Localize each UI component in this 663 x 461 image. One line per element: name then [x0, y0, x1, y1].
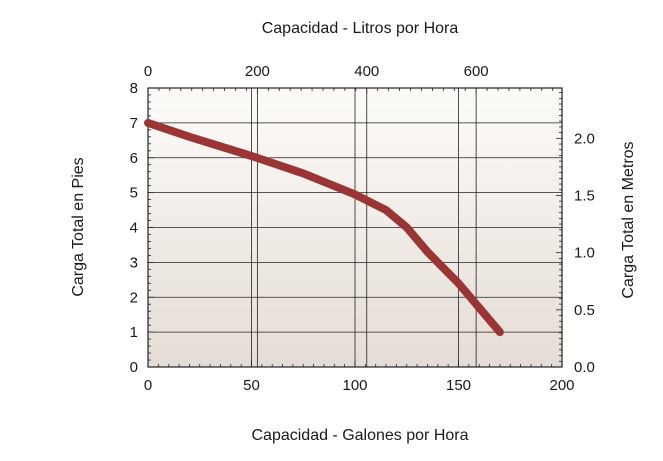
x-bottom-axis-label: Capacidad - Galones por Hora — [251, 427, 468, 444]
y-left-tick-label: 0 — [130, 359, 138, 376]
x-top-tick-label: 600 — [464, 63, 489, 80]
y-left-tick-label: 5 — [130, 185, 138, 202]
x-top-tick-label: 0 — [144, 63, 152, 80]
y-left-tick-label: 8 — [130, 80, 138, 97]
x-bottom-tick-label: 50 — [243, 377, 260, 394]
x-bottom-tick-label: 0 — [144, 377, 152, 394]
x-top-tick-label: 400 — [354, 63, 379, 80]
y-left-tick-label: 1 — [130, 324, 138, 341]
y-left-tick-label: 7 — [130, 115, 138, 132]
y-left-tick-label: 2 — [130, 289, 138, 306]
series — [144, 118, 504, 337]
y-right-tick-label: 0.5 — [574, 302, 595, 319]
x-bottom-tick-label: 100 — [342, 377, 367, 394]
x-bottom-tick-label: 150 — [446, 377, 471, 394]
plot-frame — [147, 87, 563, 368]
x-top-tick-label: 200 — [245, 63, 270, 80]
y-left-tick-label: 4 — [130, 220, 138, 237]
y-left-axis-label: Carga Total en Pies — [70, 157, 87, 296]
y-right-tick-label: 2.0 — [574, 130, 595, 147]
y-left-tick-label: 6 — [130, 150, 138, 167]
x-top-axis-label: Capacidad - Litros por Hora — [262, 20, 459, 37]
y-right-tick-label: 1.0 — [574, 245, 595, 262]
tick-labels: 0 1 2 3 4 5 6 7 8 0.0 0.5 1.0 1.5 2.0 0 50 100 150 200 0 200… — [130, 63, 595, 394]
y-left-tick-label: 3 — [130, 254, 138, 271]
y-right-tick-label: 1.5 — [574, 187, 595, 204]
y-right-tick-label: 0.0 — [574, 359, 595, 376]
y-right-axis-label: Carga Total en Metros — [620, 141, 637, 298]
performance-curve-line — [144, 118, 504, 337]
x-bottom-tick-label: 200 — [549, 377, 574, 394]
